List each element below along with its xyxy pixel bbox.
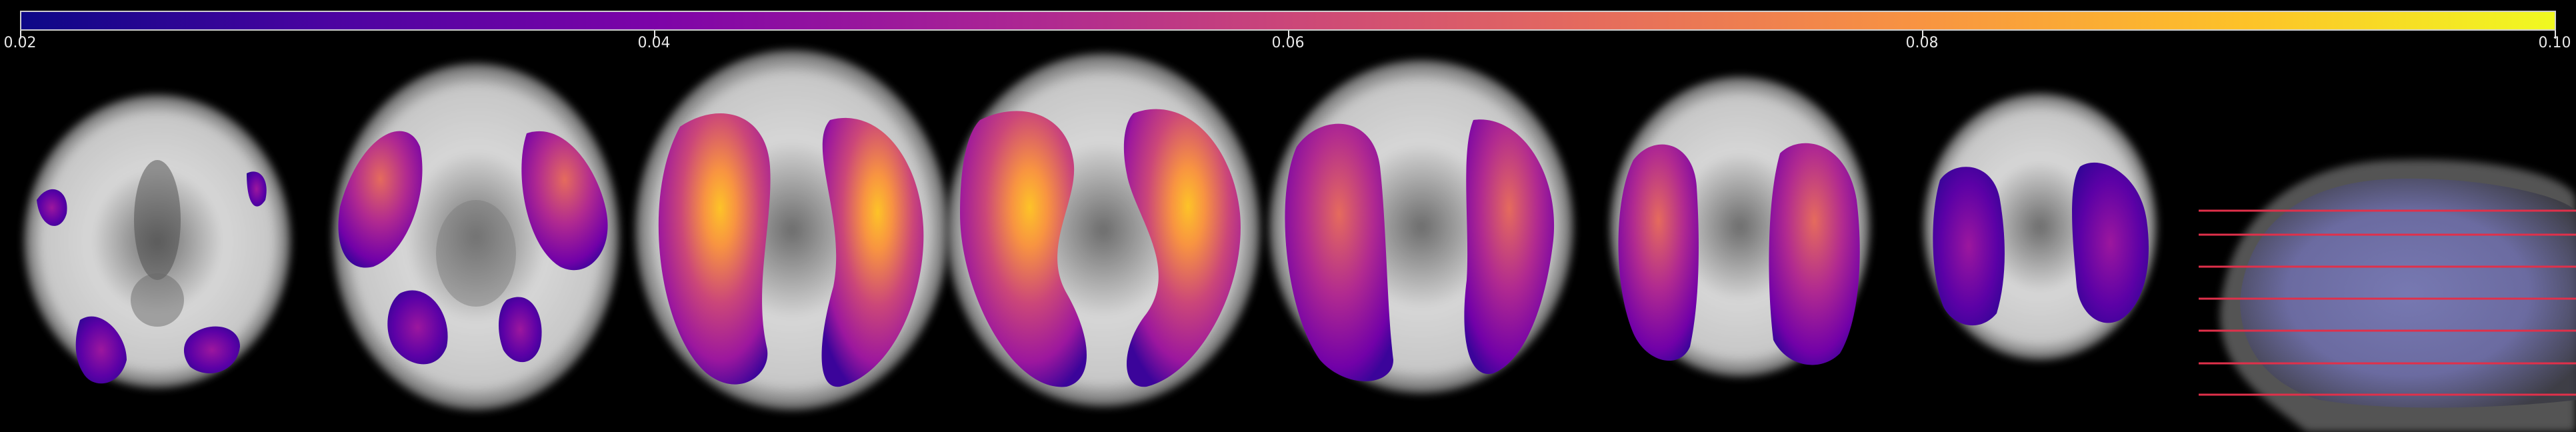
axial-slice-6 <box>1610 77 1870 377</box>
colorbar-tick <box>20 31 21 39</box>
colorbar-tick <box>2555 31 2556 39</box>
axial-slice-4 <box>947 53 1260 407</box>
colorbar-label-0.08: 0.08 <box>1905 35 1939 51</box>
axial-slice-1 <box>24 95 291 388</box>
axial-slice-2 <box>333 63 619 410</box>
colorbar-label-0.10: 0.10 <box>2538 35 2571 51</box>
colorbar-tick <box>1922 31 1923 39</box>
colorbar-label-0.06: 0.06 <box>1271 35 1305 51</box>
colorbar <box>20 11 2556 31</box>
colorbar-tick <box>654 31 655 39</box>
axial-slice-3 <box>635 50 949 410</box>
colorbar-label-0.04: 0.04 <box>637 35 671 51</box>
colorbar-label-0.02: 0.02 <box>3 35 37 51</box>
axial-slice-7 <box>1923 93 2157 360</box>
axial-slice-5 <box>1269 60 1573 393</box>
sagittal-reference <box>2199 159 2576 432</box>
colorbar-tick <box>1288 31 1289 39</box>
